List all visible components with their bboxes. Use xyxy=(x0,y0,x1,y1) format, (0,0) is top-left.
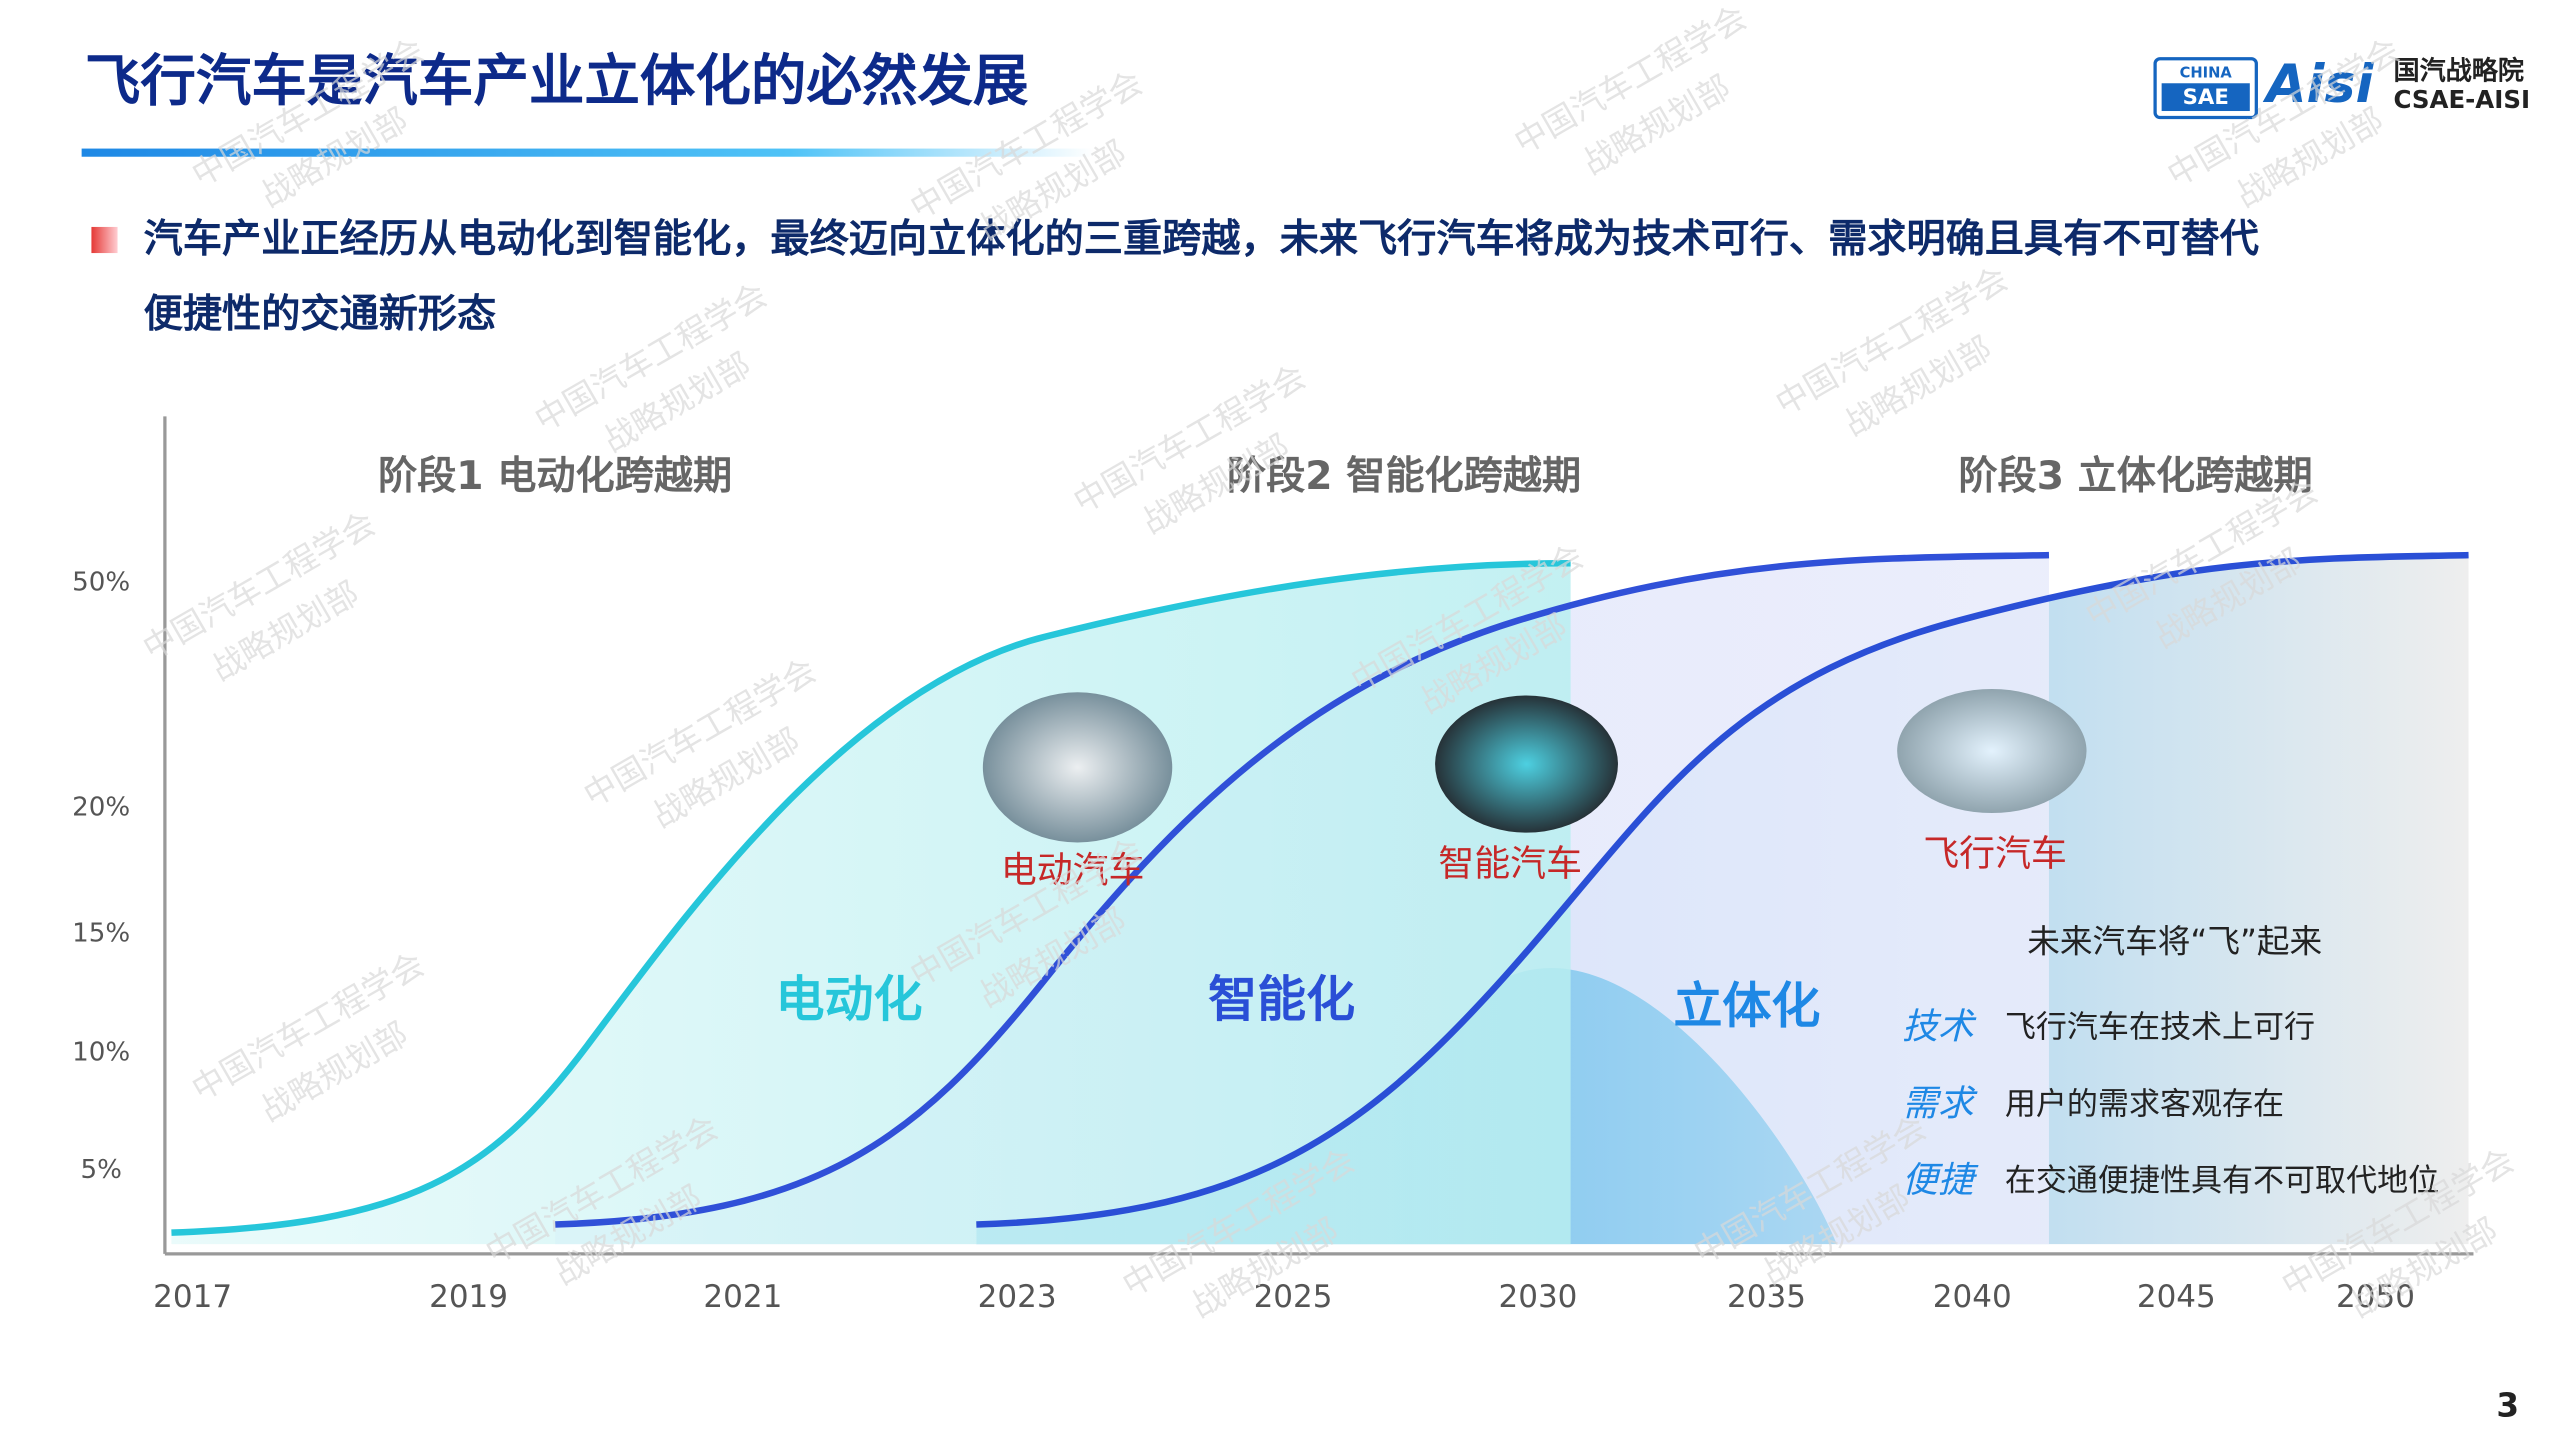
y-label: 5% xyxy=(81,1155,122,1185)
logo-name-cn: 国汽战略院 xyxy=(2393,55,2524,86)
vehicle-image xyxy=(1897,688,2087,814)
curve-label: 智能化 xyxy=(1208,971,1355,1028)
vehicle-image xyxy=(982,692,1173,843)
stage-label: 阶段2 智能化跨越期 xyxy=(1227,454,1581,499)
curve-label: 电动化 xyxy=(776,971,923,1028)
curve-label: 立体化 xyxy=(1673,977,1820,1034)
bullet-marker xyxy=(91,226,118,254)
curve-electric xyxy=(171,560,1571,1236)
box-key: 需求 xyxy=(1902,1083,1978,1124)
x-label: 2040 xyxy=(1933,1279,2012,1315)
x-label: 2021 xyxy=(703,1279,782,1315)
logo-name-en: CSAE-AISI xyxy=(2393,85,2530,114)
x-label: 2019 xyxy=(429,1279,508,1315)
title-underline xyxy=(81,148,1094,157)
vehicle-label: 飞行汽车 xyxy=(1923,834,2067,875)
bullet-line: 汽车产业正经历从电动化到智能化，最终迈向立体化的三重跨越，未来飞行汽车将成为技术… xyxy=(144,217,2259,262)
box-text: 在交通便捷性具有不可取代地位 xyxy=(2005,1163,2439,1199)
curve-smart xyxy=(554,551,2050,1228)
stage1-area xyxy=(171,563,1571,1245)
x-label: 2045 xyxy=(2137,1279,2216,1315)
box-text: 用户的需求客观存在 xyxy=(2005,1086,2284,1122)
x-label: 2023 xyxy=(978,1279,1057,1315)
box-key: 技术 xyxy=(1902,1007,1977,1048)
vehicle-image xyxy=(1435,695,1618,833)
y-label: 20% xyxy=(72,793,130,823)
logo-badge-top: CHINA xyxy=(2180,64,2233,81)
title: 飞行汽车是汽车产业立体化的必然发展 xyxy=(85,49,1029,114)
box-text: 飞行汽车在技术上可行 xyxy=(2005,1010,2315,1046)
curve-flying xyxy=(976,551,2469,1228)
y-label: 50% xyxy=(72,567,130,597)
logo-badge-bottom: SAE xyxy=(2183,85,2229,110)
box-heading: 未来汽车将“飞”起来 xyxy=(2027,923,2322,961)
x-label: 2050 xyxy=(2336,1279,2415,1315)
y-label: 15% xyxy=(72,918,130,948)
x-label: 2035 xyxy=(1727,1279,1806,1315)
bullet-line: 便捷性的交通新形态 xyxy=(144,292,497,337)
x-label: 2017 xyxy=(153,1279,232,1315)
vehicle-label: 电动汽车 xyxy=(1001,850,1145,891)
stage-label: 阶段3 立体化跨越期 xyxy=(1958,454,2312,499)
x-label: 2030 xyxy=(1498,1279,1577,1315)
logo-badge-band xyxy=(2161,83,2250,112)
stage-label: 阶段1 电动化跨越期 xyxy=(378,454,732,499)
logo-brand: Aisi xyxy=(2262,55,2374,115)
y-label: 10% xyxy=(72,1038,130,1068)
box-key: 便捷 xyxy=(1902,1160,1979,1201)
vehicle-label: 智能汽车 xyxy=(1438,843,1582,884)
page-number: 3 xyxy=(2496,1386,2519,1424)
x-label: 2025 xyxy=(1254,1279,1333,1315)
